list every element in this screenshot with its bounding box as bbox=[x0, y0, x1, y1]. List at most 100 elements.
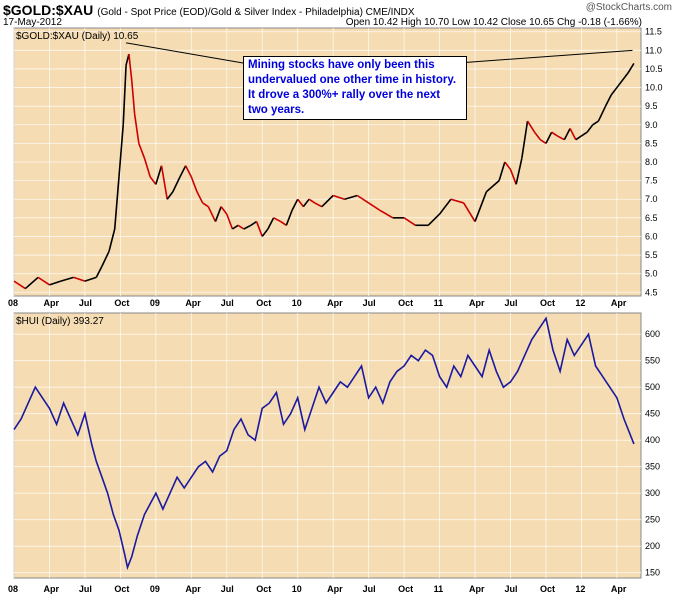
price-segment bbox=[84, 276, 97, 282]
x-tick-label: Apr bbox=[611, 584, 627, 594]
price-segment bbox=[515, 158, 523, 185]
price-segment bbox=[504, 161, 512, 170]
y-tick-label: 4.5 bbox=[645, 287, 658, 297]
price-segment bbox=[332, 194, 345, 200]
x-tick-label: Oct bbox=[398, 298, 413, 308]
price-segment bbox=[113, 176, 120, 230]
price-segment bbox=[49, 280, 62, 286]
price-segment bbox=[73, 276, 86, 282]
price-segment bbox=[368, 202, 381, 212]
y-tick-label: 10.5 bbox=[645, 64, 663, 74]
plot-area bbox=[13, 312, 642, 579]
y-tick-label: 6.0 bbox=[645, 231, 658, 241]
x-tick-label: Jul bbox=[363, 584, 376, 594]
x-tick-label: Apr bbox=[327, 584, 343, 594]
price-segment bbox=[610, 87, 618, 96]
price-segment bbox=[207, 206, 217, 222]
x-tick-label: Apr bbox=[43, 584, 59, 594]
price-segment bbox=[545, 131, 553, 144]
price-segment bbox=[509, 169, 517, 185]
x-tick-label: Oct bbox=[256, 298, 271, 308]
price-segment bbox=[379, 209, 394, 219]
x-tick-label: Oct bbox=[256, 584, 271, 594]
x-tick-label: 10 bbox=[292, 584, 302, 594]
price-segment bbox=[184, 165, 193, 178]
price-segment bbox=[302, 198, 310, 208]
price-segment bbox=[101, 250, 110, 267]
panel-title: $GOLD:$XAU (Daily) 10.65 bbox=[16, 31, 139, 42]
price-segment bbox=[196, 191, 204, 204]
y-tick-label: 7.5 bbox=[645, 176, 658, 186]
price-segment bbox=[427, 213, 441, 226]
price-segment bbox=[450, 198, 464, 204]
chart-description: (Gold - Spot Price (EOD)/Gold & Silver I… bbox=[97, 7, 415, 18]
price-segment bbox=[297, 198, 305, 208]
y-tick-label: 11.0 bbox=[645, 45, 662, 55]
price-segment bbox=[586, 124, 594, 133]
price-segment bbox=[344, 194, 358, 200]
y-tick-label: 9.5 bbox=[645, 101, 658, 111]
price-segment bbox=[321, 194, 334, 208]
y-tick-label: 7.0 bbox=[645, 194, 658, 204]
price-segment bbox=[130, 80, 136, 114]
price-segment bbox=[521, 120, 529, 159]
x-tick-label: Oct bbox=[114, 298, 129, 308]
x-tick-label: Apr bbox=[469, 584, 485, 594]
price-segment bbox=[280, 220, 287, 226]
price-segment bbox=[255, 221, 263, 237]
price-segment bbox=[498, 161, 506, 181]
y-tick-label: 300 bbox=[645, 488, 660, 498]
x-tick-label: Jul bbox=[504, 298, 517, 308]
x-tick-label: Jul bbox=[79, 298, 92, 308]
y-tick-label: 6.5 bbox=[645, 213, 658, 223]
price-segment bbox=[438, 198, 452, 215]
y-tick-label: 400 bbox=[645, 435, 660, 445]
x-tick-label: Apr bbox=[43, 298, 59, 308]
price-segment bbox=[563, 128, 571, 141]
callout-line-2008 bbox=[125, 42, 244, 64]
x-tick-label: 12 bbox=[575, 584, 585, 594]
price-segment bbox=[13, 280, 26, 290]
price-segment bbox=[569, 128, 577, 141]
price-segment bbox=[621, 72, 629, 81]
price-segment bbox=[138, 143, 146, 159]
price-segment bbox=[462, 202, 476, 222]
x-tick-label: Apr bbox=[611, 298, 627, 308]
price-segment bbox=[580, 131, 588, 137]
x-tick-label: 11 bbox=[434, 584, 444, 594]
price-segment bbox=[356, 194, 370, 204]
x-tick-label: 12 bbox=[575, 298, 585, 308]
x-tick-label: 10 bbox=[292, 298, 302, 308]
x-tick-label: Oct bbox=[540, 298, 555, 308]
price-segment bbox=[179, 165, 187, 178]
x-tick-label: Jul bbox=[221, 584, 234, 594]
x-tick-label: 09 bbox=[150, 298, 160, 308]
price-segment bbox=[155, 165, 163, 185]
price-segment bbox=[291, 198, 299, 211]
price-segment bbox=[551, 131, 558, 137]
panel-title: $HUI (Daily) 393.27 bbox=[16, 316, 104, 327]
price-segment bbox=[597, 105, 607, 122]
price-segment bbox=[214, 206, 222, 222]
price-segment bbox=[190, 176, 198, 193]
price-segment bbox=[526, 120, 536, 133]
y-tick-label: 250 bbox=[645, 515, 660, 525]
price-segment bbox=[133, 113, 140, 144]
price-segment bbox=[122, 65, 127, 125]
hui-panel: 150 200 250 300 350 400 450 500 550 600 08 Apr Jul Oc… bbox=[8, 312, 660, 594]
price-segment bbox=[314, 202, 323, 208]
y-tick-label: 8.5 bbox=[645, 138, 658, 148]
price-segment bbox=[273, 217, 282, 223]
price-segment bbox=[261, 228, 269, 237]
price-segment bbox=[232, 224, 239, 230]
callout-line-2012 bbox=[457, 49, 633, 64]
hui-line bbox=[13, 316, 635, 571]
price-segment bbox=[172, 176, 181, 193]
x-tick-label: Apr bbox=[327, 298, 343, 308]
x-tick-label: Apr bbox=[469, 298, 485, 308]
price-segment bbox=[60, 276, 74, 282]
price-segment bbox=[160, 165, 168, 200]
y-tick-label: 9.0 bbox=[645, 120, 658, 130]
price-segment bbox=[485, 180, 500, 193]
symbol: $GOLD:$XAU bbox=[3, 2, 94, 18]
